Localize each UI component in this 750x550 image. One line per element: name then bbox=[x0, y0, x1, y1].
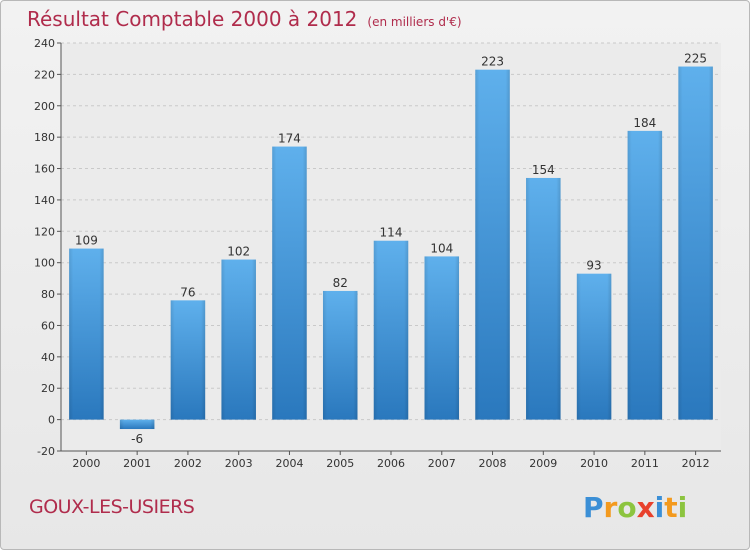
bar-shade bbox=[526, 177, 561, 420]
y-tick-label: 200 bbox=[34, 100, 55, 113]
y-tick-label: 60 bbox=[41, 319, 55, 332]
x-tick-label: 2003 bbox=[225, 457, 253, 470]
x-tick-label: 2005 bbox=[326, 457, 354, 470]
bar-shade bbox=[69, 248, 104, 420]
data-label: 104 bbox=[430, 241, 453, 255]
bar-shade bbox=[678, 66, 713, 420]
chart-title-text: Résultat Comptable 2000 à 2012 bbox=[27, 7, 358, 31]
data-label: 82 bbox=[333, 276, 348, 290]
logo-letter: P bbox=[583, 491, 604, 524]
bar-shade bbox=[322, 290, 358, 420]
x-tick-label: 2004 bbox=[275, 457, 303, 470]
data-label: 93 bbox=[586, 259, 601, 273]
chart-title: Résultat Comptable 2000 à 2012 (en millie… bbox=[27, 7, 462, 31]
data-labels-group: 109 -6 76 102 174 82 114 104 223 154 93 184 225 bbox=[75, 52, 707, 446]
y-tick-label: 180 bbox=[34, 131, 55, 144]
y-tick-label: 120 bbox=[34, 225, 55, 238]
data-label: -6 bbox=[131, 432, 143, 446]
bar-shade bbox=[272, 146, 307, 420]
bars-group bbox=[69, 66, 713, 430]
x-tick-label: 2010 bbox=[580, 457, 608, 470]
bar-shade bbox=[475, 69, 510, 420]
x-axis: 2000 2001 2002 2003 2004 2005 2006 2007 2008 2009… bbox=[61, 450, 721, 470]
data-label: 184 bbox=[633, 116, 656, 130]
data-label: 154 bbox=[532, 163, 555, 177]
bar-shade bbox=[373, 240, 409, 420]
y-tick-label: 80 bbox=[41, 288, 55, 301]
y-tick-label: -20 bbox=[37, 445, 55, 458]
x-tick-label: 2007 bbox=[428, 457, 456, 470]
y-tick-label: 20 bbox=[41, 382, 55, 395]
x-tick-label: 2002 bbox=[174, 457, 202, 470]
y-tick-label: 240 bbox=[34, 37, 55, 50]
x-tick-label: 2006 bbox=[377, 457, 405, 470]
logo-letter: i bbox=[677, 491, 688, 524]
x-tick-label: 2001 bbox=[123, 457, 151, 470]
y-tick-label: 0 bbox=[48, 414, 55, 427]
data-label: 76 bbox=[180, 285, 195, 299]
logo-letter: r bbox=[603, 491, 618, 524]
logo-letter: t bbox=[664, 491, 678, 524]
y-axis: -20 0 20 40 60 80 100 120 140 160 180 200 220 240 bbox=[34, 37, 62, 458]
data-label: 223 bbox=[481, 55, 504, 69]
x-tick-label: 2011 bbox=[631, 457, 659, 470]
bar-shade bbox=[627, 130, 663, 420]
y-tick-label: 40 bbox=[41, 351, 55, 364]
y-tick-label: 100 bbox=[34, 257, 55, 270]
bar-shade bbox=[221, 259, 256, 420]
y-tick-label: 160 bbox=[34, 163, 55, 176]
x-tick-label: 2008 bbox=[479, 457, 507, 470]
data-label: 109 bbox=[75, 234, 98, 248]
y-tick-label: 220 bbox=[34, 68, 55, 81]
data-label: 174 bbox=[278, 132, 301, 146]
place-name: GOUX-LES-USIERS bbox=[29, 496, 195, 518]
proxiti-logo: Proxiti bbox=[583, 491, 687, 524]
x-tick-label: 2000 bbox=[72, 457, 100, 470]
logo-letter: i bbox=[654, 491, 665, 524]
data-label: 114 bbox=[380, 226, 403, 240]
x-tick-label: 2009 bbox=[529, 457, 557, 470]
data-label: 102 bbox=[227, 245, 250, 259]
bar-shade bbox=[424, 256, 460, 420]
logo-letter: x bbox=[636, 491, 655, 524]
logo-letter: o bbox=[617, 491, 637, 524]
y-tick-label: 140 bbox=[34, 194, 55, 207]
bar-shade bbox=[119, 419, 155, 430]
bar-shade bbox=[170, 300, 206, 420]
data-label: 225 bbox=[684, 52, 707, 66]
bar-shade bbox=[576, 273, 612, 420]
chart-subtitle: (en milliers d'€) bbox=[367, 15, 462, 29]
x-tick-label: 2012 bbox=[682, 457, 710, 470]
